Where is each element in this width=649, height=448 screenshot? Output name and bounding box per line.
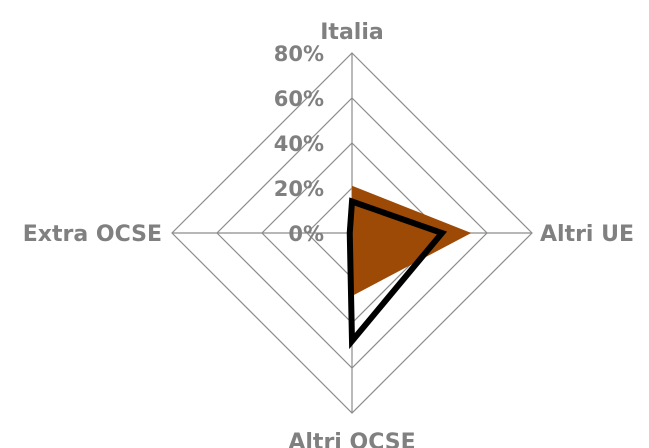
series-line [346, 197, 448, 350]
tick-label: 60% [274, 87, 324, 111]
category-label: Extra OCSE [23, 222, 162, 247]
category-label: Altri UE [540, 222, 634, 247]
radial-tick-labels: 0% 20% 40% 60% 80% [274, 42, 324, 246]
category-label: Altri OCSE [288, 430, 415, 448]
tick-label: 20% [274, 177, 324, 201]
category-labels: Italia Altri UE Altri OCSE Extra OCSE [23, 20, 634, 448]
radar-series [346, 185, 472, 350]
tick-label: 80% [274, 42, 324, 66]
tick-label: 40% [274, 132, 324, 156]
tick-label: 0% [288, 222, 324, 246]
category-label: Italia [320, 20, 383, 45]
